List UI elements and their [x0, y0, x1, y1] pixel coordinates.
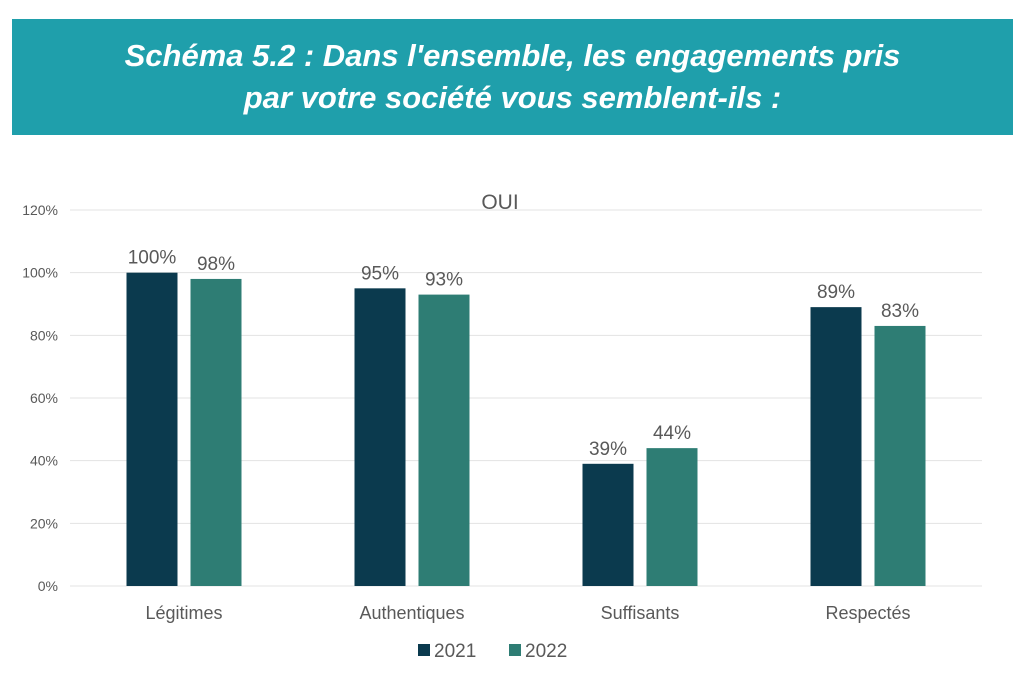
bar-2021 — [354, 288, 406, 586]
bar-2022 — [190, 278, 242, 586]
chart-title-line-2: par votre société vous semblent-ils : — [243, 80, 782, 115]
bar-2021 — [810, 307, 862, 586]
bar-2022 — [874, 325, 926, 586]
data-label: 95% — [361, 263, 399, 284]
data-label: 39% — [589, 439, 627, 460]
legend-swatch-2022 — [509, 644, 521, 656]
y-tick-label: 0% — [38, 578, 58, 594]
data-label: 44% — [653, 423, 691, 444]
y-tick-label: 60% — [30, 390, 58, 406]
x-tick-label: Suffisants — [601, 603, 680, 623]
chart-title-line-1: Schéma 5.2 : Dans l'ensemble, les engage… — [124, 38, 901, 73]
x-tick-label: Respectés — [825, 603, 910, 623]
data-label: 83% — [881, 301, 919, 322]
bar-2021 — [126, 272, 178, 586]
bar-2021 — [582, 463, 634, 586]
bar-2022 — [646, 448, 698, 586]
bar-2022 — [418, 294, 470, 586]
title-banner: Schéma 5.2 : Dans l'ensemble, les engage… — [12, 19, 1013, 135]
data-label: 98% — [197, 254, 235, 275]
legend-swatch-2021 — [418, 644, 430, 656]
data-label: 93% — [425, 270, 463, 291]
y-tick-label: 20% — [30, 515, 58, 531]
x-tick-label: Légitimes — [145, 603, 222, 623]
y-tick-label: 80% — [30, 327, 58, 343]
data-label: 100% — [128, 248, 177, 269]
legend-label: 2022 — [525, 641, 567, 662]
legend-label: 2021 — [434, 641, 476, 662]
data-label: 89% — [817, 282, 855, 303]
y-tick-label: 120% — [22, 202, 58, 218]
y-tick-label: 40% — [30, 453, 58, 469]
y-tick-label: 100% — [22, 265, 58, 281]
chart-title: OUI — [481, 191, 518, 214]
x-tick-label: Authentiques — [359, 603, 464, 623]
